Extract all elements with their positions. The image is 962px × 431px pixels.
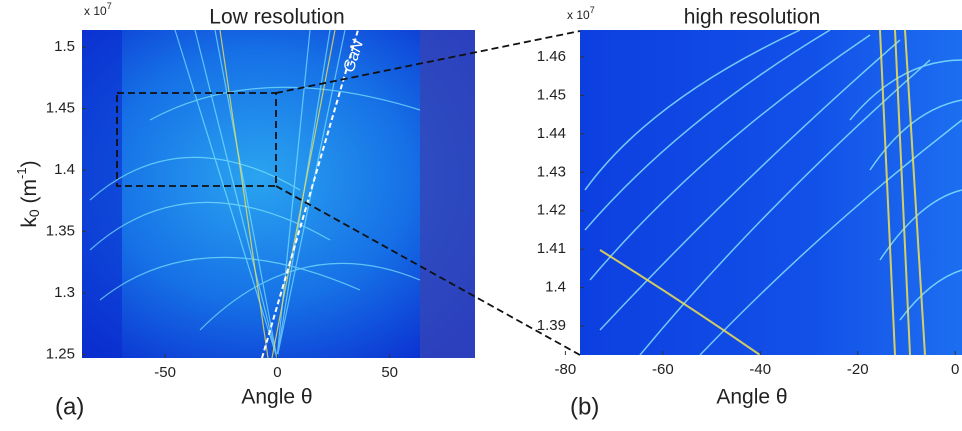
y-axis-label: k0 (m-1) — [14, 160, 41, 227]
multiplier-base: x 10 — [84, 4, 107, 18]
panel-label: (a) — [55, 393, 84, 420]
panel-a-image — [82, 30, 475, 358]
y-label-base: k — [18, 217, 41, 228]
multiplier-exp: 7 — [107, 1, 112, 11]
panel-label: (b) — [570, 393, 599, 420]
y-tick-label: 1.4 — [54, 161, 75, 178]
chart-title: high resolution — [684, 6, 821, 29]
y-label-open: (m — [18, 179, 41, 209]
x-tick-label: -80 — [555, 361, 577, 378]
y-tick-label: 1.44 — [537, 125, 566, 142]
y-label-sub: 0 — [26, 209, 42, 217]
panel-b-image — [580, 30, 962, 355]
y-tick-label: 1.25 — [46, 345, 75, 362]
multiplier-base: x 10 — [567, 8, 590, 22]
y-tick-label: 1.4 — [545, 279, 566, 296]
x-tick-label: 50 — [381, 364, 398, 381]
x-tick-label: -20 — [847, 361, 869, 378]
y-tick-label: 1.45 — [46, 100, 75, 117]
x-axis-label: Angle θ — [241, 386, 312, 409]
y-tick-label: 1.41 — [537, 240, 566, 257]
x-tick-label: 0 — [273, 364, 281, 381]
y-tick-label: 1.35 — [46, 222, 75, 239]
y-tick-label: 1.3 — [54, 284, 75, 301]
x-tick-label: 0 — [951, 361, 959, 378]
x-tick-label: -50 — [154, 364, 176, 381]
y-tick-label: 1.43 — [537, 163, 566, 180]
multiplier-exp: 7 — [590, 5, 595, 15]
x-tick-label: -60 — [652, 361, 674, 378]
multiplier: x 107 — [567, 5, 595, 22]
multiplier: x 107 — [84, 1, 112, 18]
x-tick-label: -40 — [749, 361, 771, 378]
chart-title: Low resolution — [209, 6, 344, 29]
zoom-indicator — [116, 30, 581, 356]
y-tick-label: 1.39 — [537, 317, 566, 334]
y-label-sup: -1 — [14, 167, 29, 179]
y-tick-label: 1.5 — [54, 38, 75, 55]
y-label-close: ) — [18, 160, 41, 167]
x-axis-label: Angle θ — [716, 386, 787, 409]
y-tick-label: 1.46 — [537, 48, 566, 65]
y-tick-label: 1.42 — [537, 202, 566, 219]
y-tick-label: 1.45 — [537, 86, 566, 103]
